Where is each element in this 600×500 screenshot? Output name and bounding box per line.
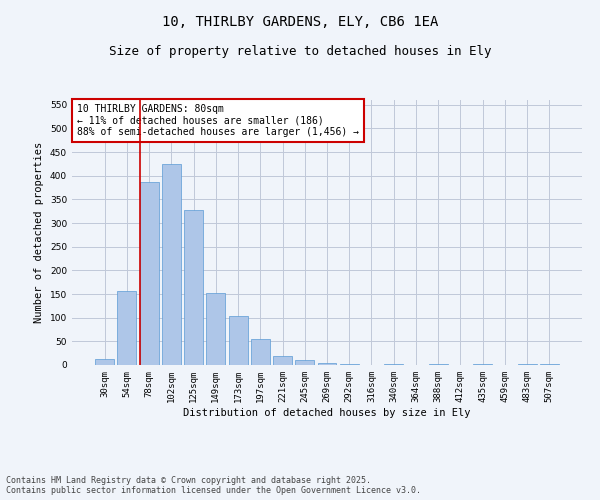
Bar bbox=[473, 364, 492, 365]
Bar bbox=[273, 356, 292, 365]
Y-axis label: Number of detached properties: Number of detached properties bbox=[34, 142, 44, 323]
Bar bbox=[317, 362, 337, 365]
Bar bbox=[162, 164, 181, 365]
Bar bbox=[384, 364, 403, 365]
Text: 10, THIRLBY GARDENS, ELY, CB6 1EA: 10, THIRLBY GARDENS, ELY, CB6 1EA bbox=[162, 15, 438, 29]
Bar bbox=[184, 210, 203, 365]
X-axis label: Distribution of detached houses by size in Ely: Distribution of detached houses by size … bbox=[183, 408, 471, 418]
Text: Size of property relative to detached houses in Ely: Size of property relative to detached ho… bbox=[109, 45, 491, 58]
Text: 10 THIRLBY GARDENS: 80sqm
← 11% of detached houses are smaller (186)
88% of semi: 10 THIRLBY GARDENS: 80sqm ← 11% of detac… bbox=[77, 104, 359, 137]
Bar bbox=[429, 364, 448, 365]
Bar bbox=[518, 364, 536, 365]
Bar bbox=[118, 290, 136, 365]
Bar bbox=[229, 316, 248, 365]
Bar bbox=[295, 360, 314, 365]
Bar bbox=[340, 364, 359, 365]
Bar bbox=[251, 339, 270, 365]
Bar bbox=[206, 293, 225, 365]
Text: Contains HM Land Registry data © Crown copyright and database right 2025.
Contai: Contains HM Land Registry data © Crown c… bbox=[6, 476, 421, 495]
Bar bbox=[95, 359, 114, 365]
Bar bbox=[140, 182, 158, 365]
Bar bbox=[540, 364, 559, 365]
